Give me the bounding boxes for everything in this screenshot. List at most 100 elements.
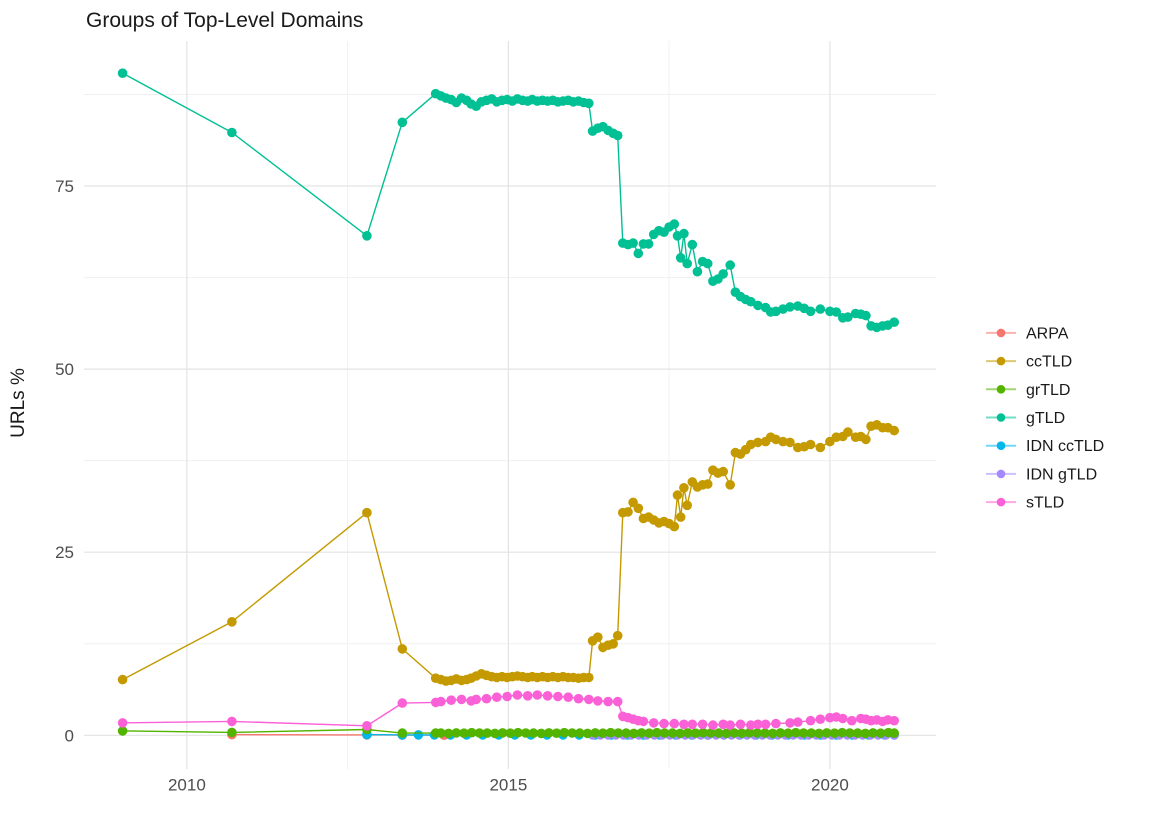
data-point bbox=[659, 728, 670, 738]
data-point bbox=[675, 512, 686, 522]
data-point bbox=[690, 728, 701, 738]
data-point bbox=[682, 258, 692, 269]
data-point bbox=[785, 718, 795, 728]
data-point bbox=[791, 727, 801, 738]
data-point bbox=[746, 720, 756, 730]
data-point bbox=[702, 258, 713, 269]
axis-tick-labels: 2010 2015 2020 0 25 50 75 bbox=[55, 177, 849, 794]
data-point bbox=[117, 674, 128, 685]
legend-item-label: gTLD bbox=[1026, 410, 1065, 427]
legend-item-stld: sTLD bbox=[986, 495, 1064, 512]
data-point bbox=[721, 728, 732, 739]
data-point bbox=[805, 715, 816, 726]
legend-item-grtld: grTLD bbox=[986, 382, 1070, 399]
data-point bbox=[612, 696, 623, 707]
data-point bbox=[544, 728, 554, 738]
legend-key-dot bbox=[996, 413, 1006, 422]
data-point bbox=[708, 720, 718, 730]
legend-key-dot bbox=[996, 469, 1006, 479]
data-point bbox=[868, 728, 878, 738]
legend-item-label: ccTLD bbox=[1026, 354, 1072, 371]
data-point bbox=[633, 248, 644, 259]
data-point bbox=[466, 727, 477, 738]
data-point bbox=[575, 728, 585, 738]
data-point bbox=[512, 690, 523, 700]
data-point bbox=[713, 728, 724, 738]
data-point bbox=[502, 691, 512, 702]
data-point bbox=[793, 717, 803, 727]
y-tick-label: 25 bbox=[55, 543, 74, 562]
x-tick-label: 2020 bbox=[811, 776, 849, 795]
data-point bbox=[593, 696, 603, 706]
data-point bbox=[767, 728, 778, 739]
data-point bbox=[397, 698, 408, 708]
data-point bbox=[783, 728, 793, 738]
data-point bbox=[436, 696, 446, 707]
data-point bbox=[623, 507, 633, 517]
data-point bbox=[805, 306, 816, 317]
legend-key-dot bbox=[996, 441, 1006, 451]
x-tick-label: 2015 bbox=[489, 776, 527, 795]
legend-item-label: grTLD bbox=[1026, 382, 1070, 399]
data-point bbox=[718, 269, 728, 279]
data-point bbox=[522, 691, 533, 701]
data-point bbox=[860, 728, 871, 739]
data-point bbox=[629, 728, 639, 739]
data-point bbox=[744, 727, 755, 738]
data-point bbox=[397, 644, 408, 654]
data-point bbox=[672, 490, 683, 500]
data-point bbox=[573, 693, 584, 704]
legend-item-label: IDN ccTLD bbox=[1026, 438, 1104, 455]
data-point bbox=[648, 718, 659, 728]
data-point bbox=[397, 728, 408, 738]
data-series bbox=[117, 68, 899, 740]
data-point bbox=[482, 728, 493, 738]
legend-item-label: sTLD bbox=[1026, 495, 1064, 512]
legend-key-dot bbox=[996, 328, 1006, 338]
data-point bbox=[117, 726, 128, 736]
data-point bbox=[628, 238, 638, 248]
data-point bbox=[669, 219, 680, 229]
legend-item-gtld: gTLD bbox=[986, 410, 1065, 427]
data-point bbox=[553, 691, 563, 702]
data-point bbox=[687, 239, 698, 250]
data-point bbox=[456, 694, 467, 705]
data-point bbox=[845, 728, 855, 738]
data-point bbox=[698, 727, 708, 738]
legend-item-label: ARPA bbox=[1026, 325, 1069, 342]
data-point bbox=[702, 479, 713, 489]
data-point bbox=[559, 727, 570, 738]
data-point bbox=[785, 302, 795, 312]
data-point bbox=[497, 728, 508, 738]
data-point bbox=[362, 231, 372, 241]
data-point bbox=[584, 672, 594, 683]
data-point bbox=[815, 304, 826, 314]
x-tick-label: 2010 bbox=[168, 776, 206, 795]
y-axis-title: URLs % bbox=[8, 368, 29, 438]
data-point bbox=[582, 728, 593, 739]
data-point bbox=[735, 719, 746, 730]
data-point bbox=[861, 434, 871, 445]
data-point bbox=[513, 727, 523, 738]
data-point bbox=[753, 437, 763, 448]
legend-key-dot bbox=[996, 497, 1006, 507]
data-point bbox=[692, 266, 703, 277]
data-point bbox=[397, 117, 408, 128]
data-point bbox=[725, 720, 735, 730]
data-point bbox=[771, 718, 781, 729]
data-point bbox=[725, 480, 735, 490]
data-point bbox=[636, 728, 647, 738]
data-point bbox=[613, 728, 624, 738]
legend-key-dot bbox=[996, 356, 1006, 366]
series-stld bbox=[117, 690, 899, 731]
data-point bbox=[638, 716, 649, 727]
data-point bbox=[815, 442, 826, 453]
data-point bbox=[436, 728, 446, 738]
data-point bbox=[608, 639, 618, 649]
data-point bbox=[633, 503, 644, 514]
data-point bbox=[227, 727, 237, 738]
data-point bbox=[682, 500, 692, 511]
data-point bbox=[861, 310, 871, 321]
